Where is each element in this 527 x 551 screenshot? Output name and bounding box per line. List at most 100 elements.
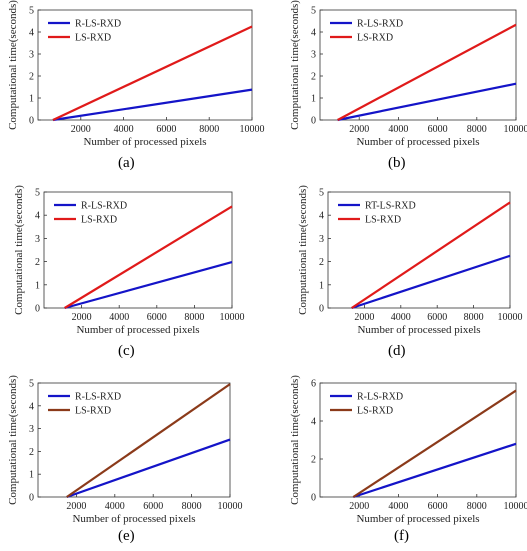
legend-label-a: R-LS-RXD [75, 19, 121, 30]
y-axis-label-f: Computational time(seconds) [289, 375, 301, 505]
legend-label-c: LS-RXD [81, 215, 117, 226]
legend-label-b: R-LS-RXD [357, 19, 403, 30]
x-tick-label-a: 4000 [114, 124, 134, 135]
legend-label-c: R-LS-RXD [81, 201, 127, 212]
x-tick-label-e: 10000 [218, 501, 243, 512]
x-tick-label-b: 2000 [349, 124, 369, 135]
series-line-e-r-ls-rxd [67, 440, 230, 497]
legend-label-a: LS-RXD [75, 33, 111, 44]
y-axis-label-d: Computational time(seconds) [297, 185, 309, 315]
x-tick-label-d: 6000 [427, 312, 447, 323]
x-tick-label-d: 10000 [498, 312, 523, 323]
y-tick-label-e: 1 [29, 470, 34, 481]
x-axis-label-d: Number of processed pixels [357, 324, 480, 336]
y-tick-label-d: 1 [319, 280, 324, 291]
x-tick-label-c: 10000 [220, 312, 245, 323]
x-axis-label-b: Number of processed pixels [356, 136, 479, 148]
y-tick-label-d: 0 [319, 304, 324, 315]
x-tick-label-f: 8000 [467, 501, 487, 512]
series-line-d-r-ls-rxd [352, 256, 510, 308]
x-tick-label-c: 8000 [184, 312, 204, 323]
x-tick-label-f: 10000 [504, 501, 527, 512]
x-tick-label-a: 10000 [240, 124, 265, 135]
caption-b: (b) [388, 155, 406, 172]
y-tick-label-e: 0 [29, 493, 34, 504]
y-tick-label-d: 5 [319, 188, 324, 199]
y-tick-label-b: 1 [311, 94, 316, 105]
y-axis-label-a: Computational time(seconds) [7, 0, 19, 130]
x-axis-label-a: Number of processed pixels [83, 136, 206, 148]
y-tick-label-e: 4 [29, 401, 34, 412]
y-tick-label-c: 0 [35, 304, 40, 315]
y-tick-label-c: 5 [35, 188, 40, 199]
y-tick-label-c: 1 [35, 280, 40, 291]
y-tick-label-f: 0 [311, 493, 316, 504]
x-tick-label-f: 4000 [388, 501, 408, 512]
y-tick-label-a: 0 [29, 116, 34, 127]
x-tick-label-c: 2000 [72, 312, 92, 323]
caption-e: (e) [118, 528, 135, 545]
y-tick-label-f: 6 [311, 379, 316, 390]
x-tick-label-b: 10000 [504, 124, 527, 135]
y-tick-label-b: 5 [311, 6, 316, 17]
y-axis-label-e: Computational time(seconds) [7, 375, 19, 505]
series-line-c-r-ls-rxd [65, 262, 232, 308]
y-tick-label-c: 4 [35, 211, 40, 222]
caption-a: (a) [118, 155, 135, 172]
y-tick-label-e: 2 [29, 447, 34, 458]
x-tick-label-d: 8000 [464, 312, 484, 323]
chart-a-svg: 0 1 2 3 4 5 2000 4000 6000 8000 10000 Number of pro… [0, 0, 263, 150]
plot-frame-e [38, 383, 230, 497]
legend-label-b: LS-RXD [357, 33, 393, 44]
x-axis-label-e: Number of processed pixels [72, 513, 195, 525]
y-tick-label-f: 4 [311, 417, 316, 428]
legend-label-d: RT-LS-RXD [365, 201, 416, 212]
x-tick-label-b: 8000 [467, 124, 487, 135]
y-tick-label-b: 2 [311, 72, 316, 83]
plot-frame-a [38, 10, 252, 120]
y-tick-label-a: 5 [29, 6, 34, 17]
y-tick-label-d: 3 [319, 234, 324, 245]
y-tick-label-c: 3 [35, 234, 40, 245]
legend-label-d: LS-RXD [365, 215, 401, 226]
x-tick-label-f: 2000 [349, 501, 369, 512]
legend-label-f: LS-RXD [357, 406, 393, 417]
x-tick-label-a: 8000 [199, 124, 219, 135]
y-tick-label-f: 2 [311, 455, 316, 466]
x-tick-label-e: 8000 [182, 501, 202, 512]
y-axis-label-c: Computational time(seconds) [13, 185, 25, 315]
y-axis-label-b: Computational time(seconds) [289, 0, 301, 130]
x-axis-label-c: Number of processed pixels [76, 324, 199, 336]
x-tick-label-c: 6000 [147, 312, 167, 323]
x-tick-label-e: 4000 [105, 501, 125, 512]
plot-frame-d [328, 192, 510, 308]
y-tick-label-a: 3 [29, 50, 34, 61]
legend-label-f: R-LS-RXD [357, 392, 403, 403]
y-tick-label-e: 3 [29, 424, 34, 435]
y-tick-label-e: 5 [29, 379, 34, 390]
plot-frame-f [320, 383, 516, 497]
legend-label-e: LS-RXD [75, 406, 111, 417]
y-tick-label-a: 4 [29, 28, 34, 39]
x-tick-label-a: 2000 [71, 124, 91, 135]
x-tick-label-a: 6000 [156, 124, 176, 135]
series-line-b-r-ls-rxd [338, 84, 516, 120]
x-axis-label-f: Number of processed pixels [356, 513, 479, 525]
y-tick-label-a: 1 [29, 94, 34, 105]
caption-c: (c) [118, 343, 135, 360]
x-tick-label-b: 4000 [388, 124, 408, 135]
x-tick-label-d: 4000 [391, 312, 411, 323]
y-tick-label-b: 0 [311, 116, 316, 127]
legend-label-e: R-LS-RXD [75, 392, 121, 403]
caption-f: (f) [394, 528, 409, 545]
y-tick-label-a: 2 [29, 72, 34, 83]
x-tick-label-d: 2000 [354, 312, 374, 323]
